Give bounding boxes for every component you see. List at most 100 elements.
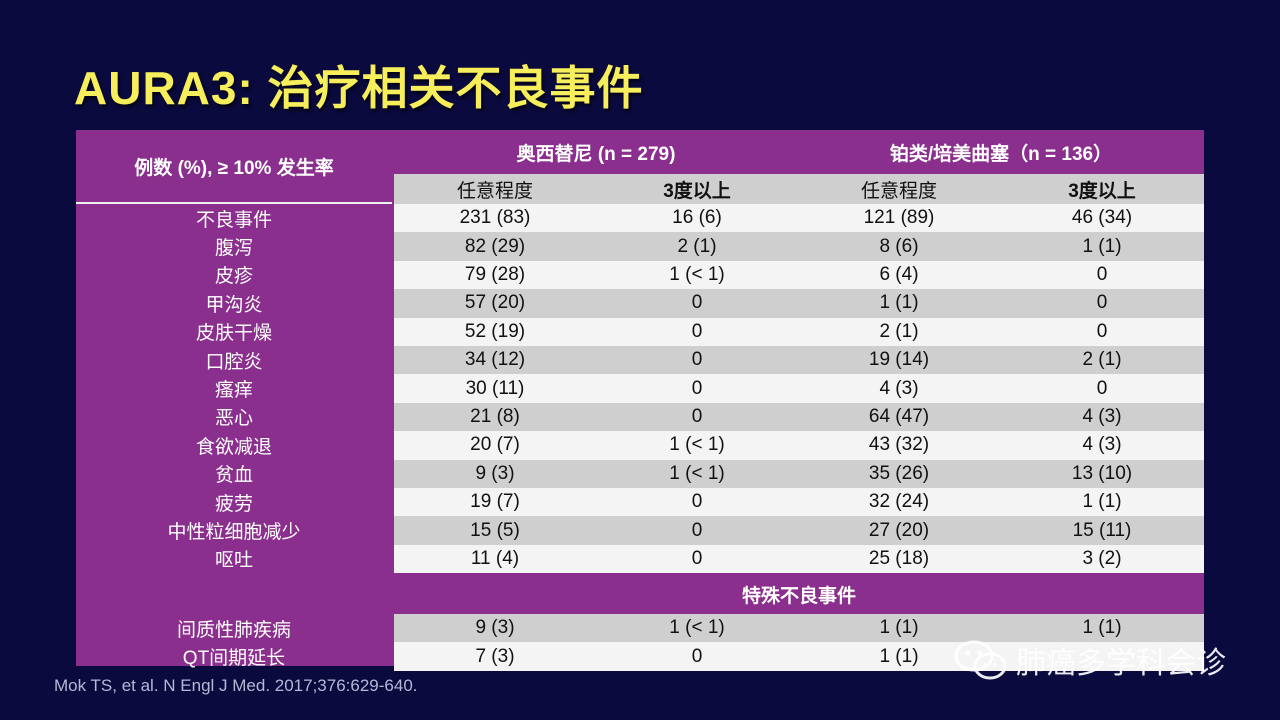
table-cell: 8 (6)	[879, 235, 919, 257]
row-label: 食欲减退	[195, 436, 272, 458]
row-label: 腹泻	[214, 238, 253, 260]
table-cell: 57 (20)	[464, 292, 526, 314]
table-cell: 4 (3)	[1082, 434, 1122, 456]
table-cell: 231 (83)	[459, 207, 531, 229]
table-cell: 30 (11)	[465, 377, 525, 399]
subheader-grade3plus: 3度以上	[1000, 174, 1204, 204]
table-cell: 21 (8)	[470, 405, 520, 427]
table-cell: 0	[1096, 292, 1108, 314]
row-label: 中性粒细胞减少	[167, 522, 301, 544]
table-cell: 16 (6)	[672, 207, 722, 229]
row-label: 皮疹	[214, 266, 253, 288]
table-cell: 0	[691, 645, 703, 667]
table-cell: 15 (11)	[1072, 519, 1132, 541]
table-cell: 1 (1)	[1082, 235, 1122, 257]
table-cell: 0	[1096, 320, 1108, 342]
table-cell: 11 (4)	[470, 547, 520, 569]
table-cell: 1 (1)	[879, 645, 919, 667]
table-cell: 9 (3)	[475, 617, 515, 639]
table-cell: 64 (47)	[868, 405, 930, 427]
table-cell: 19 (14)	[868, 349, 930, 371]
table-row	[394, 317, 1204, 346]
table-cell: 1 (1)	[879, 292, 919, 314]
table-cell: 35 (26)	[868, 462, 930, 484]
table-row	[394, 516, 1204, 545]
table-cell: 0	[691, 292, 703, 314]
table-cell: 0	[691, 377, 703, 399]
citation: Mok TS, et al. N Engl J Med. 2017;376:62…	[54, 676, 418, 695]
table-cell: 1 (< 1)	[669, 434, 725, 456]
table-cell: 2 (1)	[1082, 349, 1122, 371]
table-row	[394, 346, 1204, 375]
table-row	[394, 642, 1204, 671]
table-cell: 1 (< 1)	[669, 263, 725, 285]
row-label: 恶心	[214, 408, 253, 430]
adverse-events-table: 例数 (%), ≥ 10% 发生率 奥西替尼 (n = 279) 铂类/培美曲塞…	[76, 130, 1204, 671]
table-cell: 3 (2)	[1082, 547, 1122, 569]
row-label: 皮肤干燥	[195, 323, 272, 345]
table-cell: 52 (19)	[464, 320, 526, 342]
table-cell: 20 (7)	[470, 434, 520, 456]
table-cell: 0	[691, 405, 703, 427]
table-cell: 0	[691, 547, 703, 569]
table-cell: 79 (28)	[464, 263, 526, 285]
table-cell: 34 (12)	[464, 349, 526, 371]
row-label: 甲沟炎	[205, 294, 263, 316]
table-row	[394, 374, 1204, 403]
row-label: 瘙痒	[214, 380, 253, 402]
table-cell: 0	[1096, 263, 1108, 285]
table-row	[394, 488, 1204, 517]
table-cell: 7 (3)	[475, 645, 515, 667]
table-cell: 32 (24)	[868, 491, 930, 513]
table-cell: 2 (1)	[879, 320, 919, 342]
table-cell: 1 (1)	[879, 617, 919, 639]
table-cell: 2 (1)	[677, 235, 717, 257]
table-cell: 43 (32)	[868, 434, 930, 456]
watermark-text: 肺癌多学科会诊	[1016, 647, 1226, 680]
table-cell: 6 (4)	[879, 263, 919, 285]
table-row	[394, 232, 1204, 261]
table-cell: 1 (< 1)	[669, 617, 725, 639]
table-cell: 46 (34)	[1071, 207, 1133, 229]
table-cell: 19 (7)	[470, 491, 520, 513]
table-row	[394, 402, 1204, 432]
table-cell: 4 (3)	[1082, 405, 1122, 427]
table-cell: 1 (1)	[1082, 617, 1122, 639]
table-cell: 82 (29)	[464, 235, 526, 257]
header-divider	[76, 202, 392, 204]
subheader-grade3plus: 3度以上	[596, 174, 798, 204]
table-row	[394, 459, 1204, 488]
page-title: AURA3: 治疗相关不良事件	[74, 62, 644, 114]
table-row	[394, 289, 1204, 318]
table-row	[394, 431, 1204, 460]
table-cell: 15 (5)	[470, 519, 520, 541]
row-label: 贫血	[214, 465, 253, 487]
wechat-icon	[954, 640, 1007, 680]
table-row	[394, 260, 1204, 290]
row-label: 疲劳	[214, 493, 253, 515]
table-cell: 0	[691, 491, 703, 513]
table-cell: 4 (3)	[879, 377, 919, 399]
table-cell: 121 (89)	[863, 207, 935, 229]
row-label: 不良事件	[195, 209, 272, 231]
group-header-platinum: 铂类/培美曲塞（n = 136）	[889, 143, 1113, 165]
watermark: 肺癌多学科会诊	[952, 638, 1226, 682]
table-cell: 0	[691, 320, 703, 342]
table-cell: 13 (10)	[1071, 462, 1133, 484]
row-label: QT间期延长	[182, 648, 286, 670]
row-label: 呕吐	[214, 550, 253, 572]
group-header-osimertinib: 奥西替尼 (n = 279)	[516, 143, 676, 165]
table-cell: 0	[691, 349, 703, 371]
table-cell: 1 (< 1)	[669, 462, 725, 484]
table-cell: 1 (1)	[1082, 491, 1122, 513]
special-events-header: 特殊不良事件	[741, 585, 856, 607]
table-cell: 0	[1096, 377, 1108, 399]
table-row	[394, 204, 1204, 233]
subheader-any-grade: 任意程度	[798, 174, 1000, 204]
subheader-any-grade: 任意程度	[394, 174, 596, 204]
table-cell: 27 (20)	[868, 519, 930, 541]
table-cell: 25 (18)	[868, 547, 930, 569]
table-row	[394, 614, 1204, 643]
row-label: 间质性肺疾病	[176, 619, 291, 641]
corner-header: 例数 (%), ≥ 10% 发生率	[134, 157, 334, 179]
